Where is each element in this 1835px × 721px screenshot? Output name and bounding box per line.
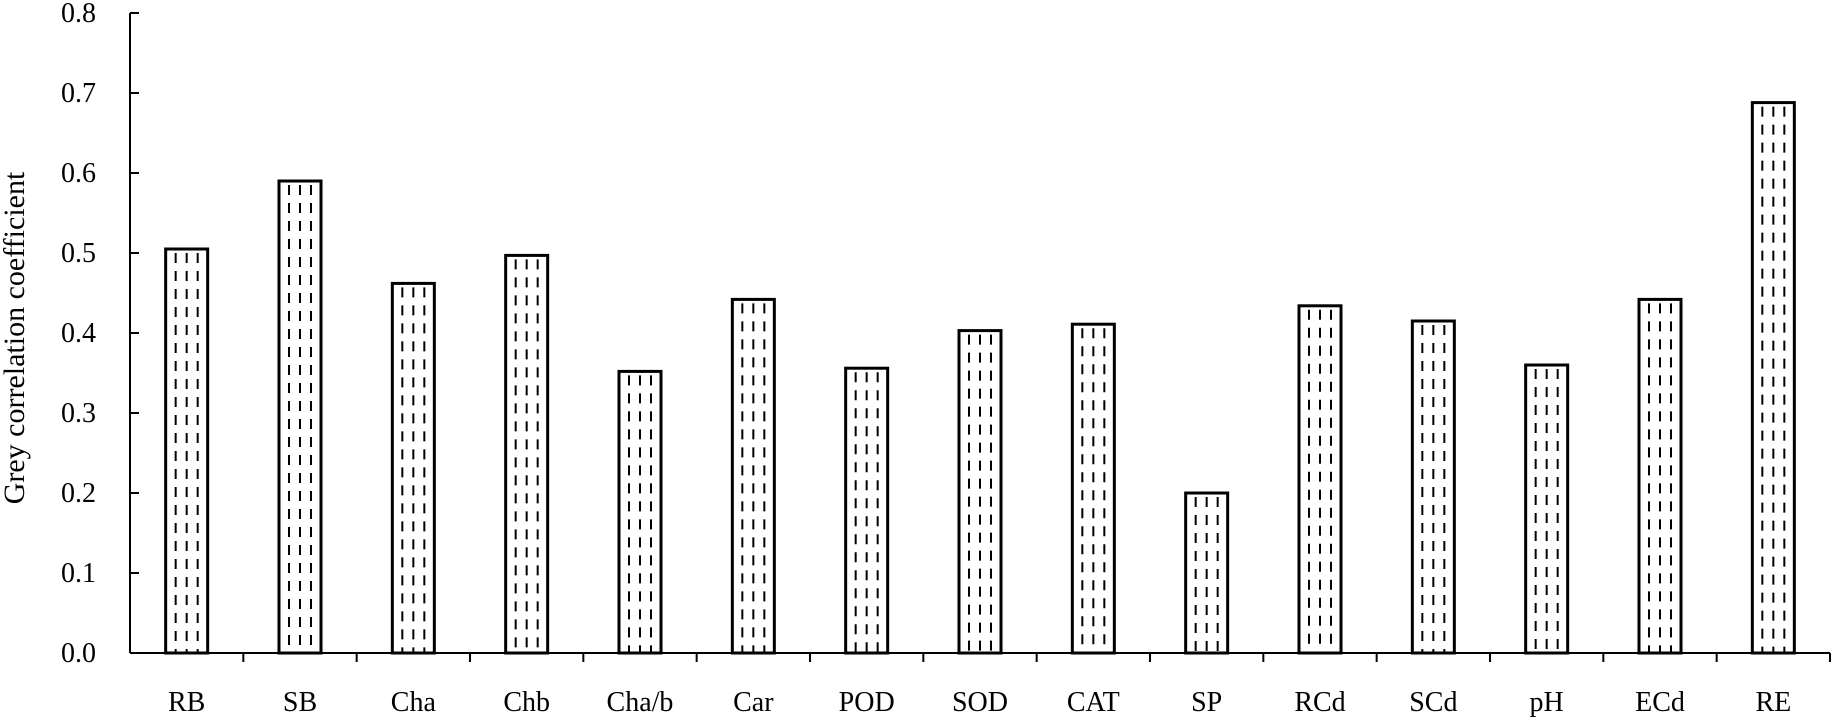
y-tick-label: 0.7: [61, 78, 96, 109]
y-ticks: [130, 12, 139, 654]
y-tick-label: 0.8: [61, 0, 96, 29]
x-tick-label: Cha: [391, 687, 437, 718]
x-tick-label: CAT: [1067, 687, 1120, 718]
bar-bg: [959, 330, 1001, 653]
x-tick-labels: RB SB Cha Chb Cha/b Car POD SOD CAT SP RCd SCd pH ECd…: [168, 687, 1791, 718]
bar-ph: [1524, 363, 1570, 655]
x-tick-label: Car: [733, 687, 774, 718]
x-tick-label: RB: [168, 687, 205, 718]
y-tick-label: 0.1: [61, 558, 96, 589]
x-tick-label: SB: [283, 687, 317, 718]
y-axis-title: Grey correlation coefficient: [0, 171, 31, 504]
y-tick-label: 0.5: [61, 238, 96, 269]
x-tick-label: pH: [1530, 687, 1564, 718]
x-tick-label: POD: [839, 687, 895, 718]
y-tick-label: 0.2: [61, 478, 96, 509]
x-tick-label: RCd: [1294, 687, 1345, 718]
x-tick-label: Cha/b: [607, 687, 674, 718]
y-tick-label: 0.3: [61, 398, 96, 429]
bar-scd: [1410, 319, 1456, 655]
y-tick-label: 0.4: [61, 318, 96, 349]
bar-car: [730, 297, 776, 655]
bars: [164, 101, 1796, 655]
bar-pod: [844, 366, 890, 655]
x-tick-label: ECd: [1635, 687, 1685, 718]
y-tick-labels: 0.0 0.1 0.2 0.3 0.4 0.5 0.6 0.7 0.8: [61, 0, 96, 669]
bar-chb: [504, 253, 550, 655]
bar-cha-b: [617, 369, 663, 655]
x-tick-label: SCd: [1409, 687, 1457, 718]
y-tick-label: 0.6: [61, 158, 96, 189]
x-tick-label: Chb: [503, 687, 550, 718]
bar-sb: [277, 179, 323, 655]
x-tick-label: RE: [1755, 687, 1791, 718]
bar-sod: [957, 329, 1003, 655]
bar-cat: [1070, 322, 1116, 655]
bar-sp: [1184, 491, 1230, 655]
bar-cha: [390, 281, 436, 655]
bar-rcd: [1297, 304, 1343, 655]
x-ticks: [242, 653, 1831, 662]
y-tick-label: 0.0: [61, 638, 96, 669]
x-tick-label: SP: [1191, 687, 1222, 718]
bar-rb: [164, 247, 210, 655]
bar-ecd: [1637, 297, 1683, 655]
bar-re: [1750, 101, 1796, 655]
x-tick-label: SOD: [952, 687, 1008, 718]
